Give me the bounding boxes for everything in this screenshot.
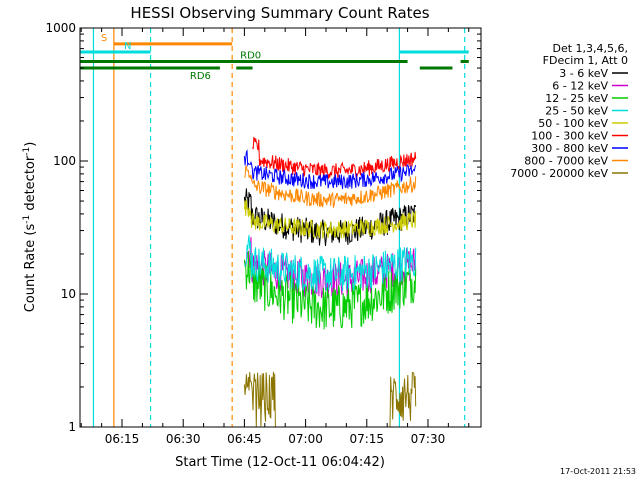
x-axis-label: Start Time (12-Oct-11 06:04:42) — [175, 455, 385, 470]
legend-label-0: 3 - 6 keV — [559, 67, 608, 80]
flag-label-rd6: RD6 — [190, 71, 211, 82]
series-line-3 — [244, 235, 417, 294]
y-tick-label-1: 10 — [61, 287, 76, 301]
legend-label-8: 7000 - 20000 keV — [510, 167, 608, 180]
x-tick-label-5: 07:30 — [411, 432, 446, 446]
x-tick-label-4: 07:15 — [349, 432, 384, 446]
flag-label-s: S — [101, 33, 107, 44]
legend: Det 1,3,4,5,6, FDecim 1, Att 0 3 - 6 keV… — [510, 42, 628, 180]
series-line-8 — [243, 371, 417, 428]
series-line-2 — [243, 251, 417, 330]
legend-label-2: 12 - 25 keV — [545, 92, 608, 105]
chart-title: HESSI Observing Summary Count Rates — [130, 4, 429, 22]
legend-label-7: 800 - 7000 keV — [524, 155, 608, 168]
plot-area: S N RD0 RD6 — [80, 28, 469, 428]
series-line-6 — [243, 149, 417, 190]
flag-label-rd0: RD0 — [240, 50, 261, 61]
series-line-7 — [244, 165, 417, 208]
x-tick-label-2: 06:45 — [227, 432, 262, 446]
legend-label-3: 25 - 50 keV — [545, 105, 608, 118]
y-tick-label-2: 100 — [53, 154, 76, 168]
legend-header-line2: FDecim 1, Att 0 — [543, 54, 628, 67]
legend-label-4: 50 - 100 keV — [538, 117, 608, 130]
series-line-4 — [243, 199, 417, 239]
x-tick-label-0: 06:15 — [105, 432, 140, 446]
x-axis: 06:15 06:30 06:45 07:00 07:15 07:30 — [80, 28, 470, 446]
series-line-5 — [252, 136, 417, 179]
y-axis-label: Count Rate (s-1 detector-1) — [22, 142, 38, 313]
x-tick-label-3: 07:00 — [288, 432, 323, 446]
y-tick-label-3: 1000 — [45, 21, 76, 35]
y-axis: 1 10 100 1000 — [45, 21, 481, 434]
y-axis-label-mid: detector — [23, 155, 38, 215]
y-axis-label-main: Count Rate (s — [23, 224, 38, 313]
legend-label-5: 100 - 300 keV — [531, 130, 608, 143]
y-tick-label-0: 1 — [68, 420, 76, 434]
legend-header-line1: Det 1,3,4,5,6, — [552, 42, 628, 55]
plot-frame — [79, 27, 482, 428]
x-tick-label-1: 06:30 — [166, 432, 201, 446]
y-axis-label-end: ) — [23, 142, 38, 147]
legend-label-1: 6 - 12 keV — [552, 80, 608, 93]
legend-label-6: 300 - 800 keV — [531, 142, 608, 155]
timestamp: 17-Oct-2011 21:53 — [560, 467, 636, 476]
y-axis-label-sup1: -1 — [22, 215, 32, 224]
y-axis-label-sup2: -1 — [22, 147, 32, 156]
flag-label-n: N — [124, 41, 131, 52]
